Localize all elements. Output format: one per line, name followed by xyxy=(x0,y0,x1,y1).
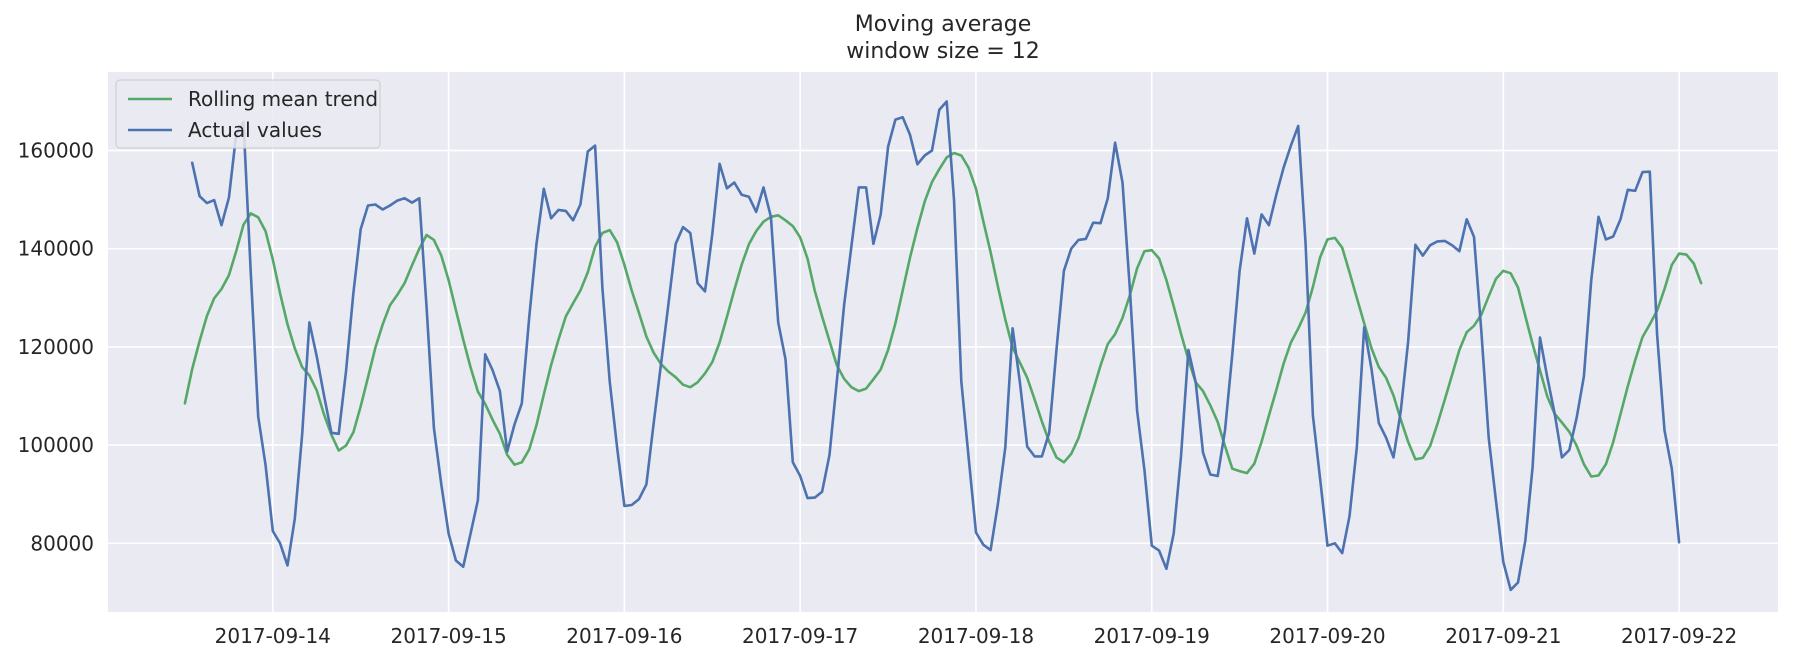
y-tick-label: 120000 xyxy=(18,335,94,359)
series-line-rolling-mean-trend xyxy=(183,151,1703,478)
x-tick-label: 2017-09-18 xyxy=(918,624,1034,648)
y-tick-label: 160000 xyxy=(18,139,94,163)
legend-label-actual-values: Actual values xyxy=(188,118,322,142)
x-tick-label: 2017-09-15 xyxy=(390,624,506,648)
x-tick-label: 2017-09-16 xyxy=(566,624,682,648)
y-tick-label: 80000 xyxy=(30,531,94,555)
x-tick-label: 2017-09-19 xyxy=(1094,624,1210,648)
y-tick-label: 100000 xyxy=(18,433,94,457)
legend: Rolling mean trend Actual values xyxy=(115,79,381,149)
legend-box xyxy=(115,79,381,149)
x-tick-label: 2017-09-20 xyxy=(1269,624,1385,648)
chart-title: Moving average xyxy=(855,12,1032,37)
legend-label-rolling-mean: Rolling mean trend xyxy=(188,87,378,111)
x-tick-label: 2017-09-17 xyxy=(742,624,858,648)
x-tick-label: 2017-09-21 xyxy=(1445,624,1561,648)
series-line-actual-values xyxy=(190,100,1681,592)
y-tick-label: 140000 xyxy=(18,237,94,261)
chart-subtitle: window size = 12 xyxy=(846,39,1040,64)
x-tick-label: 2017-09-22 xyxy=(1621,624,1737,648)
x-tick-label: 2017-09-14 xyxy=(215,624,331,648)
